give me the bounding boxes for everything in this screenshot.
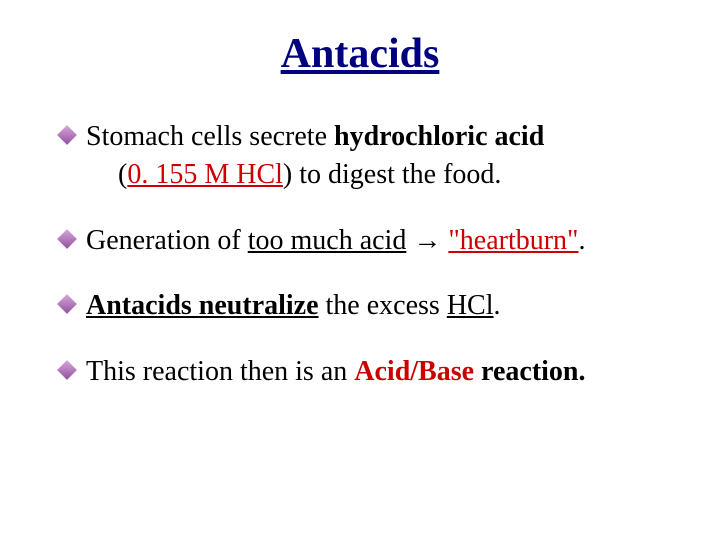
bullet-4-end: reaction. xyxy=(474,356,585,387)
bullet-2-heartburn: "heartburn" xyxy=(448,225,578,256)
bullet-4: This reaction then is an Acid/Base react… xyxy=(60,353,680,391)
bullet-1-rest: ) to digest the food. xyxy=(283,159,502,190)
bullet-1: Stomach cells secrete hydrochloric acid … xyxy=(60,118,680,194)
page-title: Antacids xyxy=(40,30,680,78)
bullet-1-line2: (0. 155 M HCl) to digest the food. xyxy=(86,156,501,194)
bullet-4-acidbase: Acid/Base xyxy=(354,356,474,387)
diamond-icon xyxy=(57,360,77,380)
bullet-3-end: . xyxy=(494,290,501,321)
bullet-1-conc: 0. 155 M HCl xyxy=(127,159,283,190)
diamond-icon xyxy=(57,125,77,145)
bullet-4-pre: This reaction then is an xyxy=(86,356,354,387)
diamond-icon xyxy=(57,294,77,314)
bullet-3-hcl: HCl xyxy=(447,290,494,321)
bullet-2-mid: too much acid xyxy=(248,225,407,256)
slide-container: Antacids Stomach cells secrete hydrochlo… xyxy=(0,0,720,540)
bullet-1-pre: Stomach cells secrete xyxy=(86,121,334,152)
diamond-icon xyxy=(57,229,77,249)
bullet-1-hcl: hydrochloric acid xyxy=(334,121,544,152)
bullet-2-end: . xyxy=(579,225,586,256)
bullet-3-mid: the excess xyxy=(319,290,447,321)
bullet-list: Stomach cells secrete hydrochloric acid … xyxy=(40,118,680,391)
bullet-2: Generation of too much acid → "heartburn… xyxy=(60,222,680,260)
bullet-3-lead: Antacids neutralize xyxy=(86,290,319,321)
bullet-2-arrow: → xyxy=(406,225,448,256)
bullet-1-paren-open: ( xyxy=(118,159,127,190)
bullet-3: Antacids neutralize the excess HCl. xyxy=(60,287,680,325)
bullet-2-pre: Generation of xyxy=(86,225,248,256)
